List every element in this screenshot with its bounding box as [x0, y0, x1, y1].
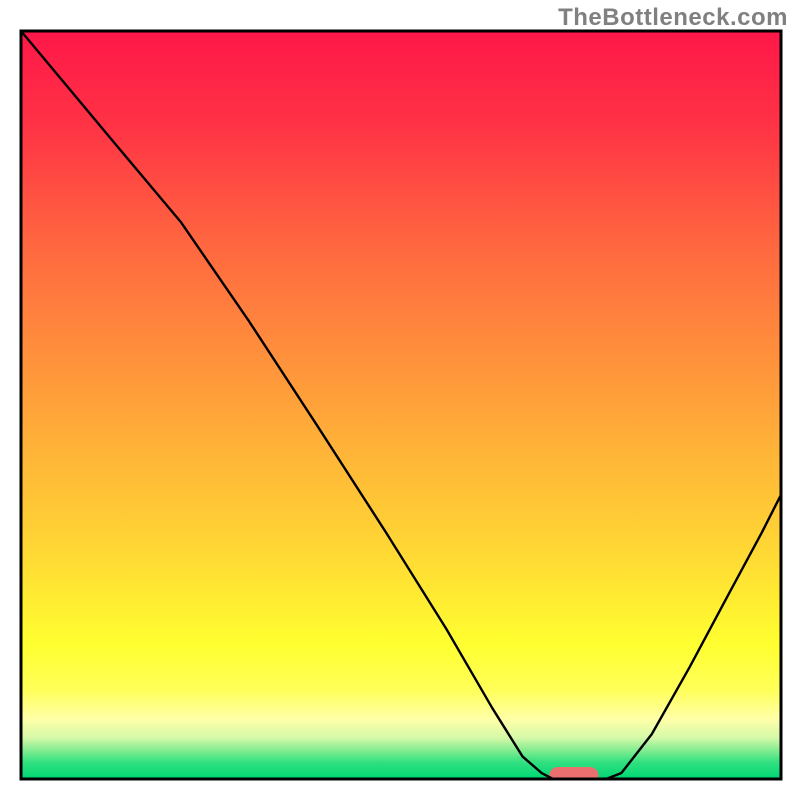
plot-area [21, 31, 781, 784]
watermark-text: TheBottleneck.com [558, 4, 788, 32]
chart-container: TheBottleneck.com [0, 0, 800, 800]
gradient-background [21, 31, 781, 779]
bottleneck-chart [0, 0, 800, 800]
